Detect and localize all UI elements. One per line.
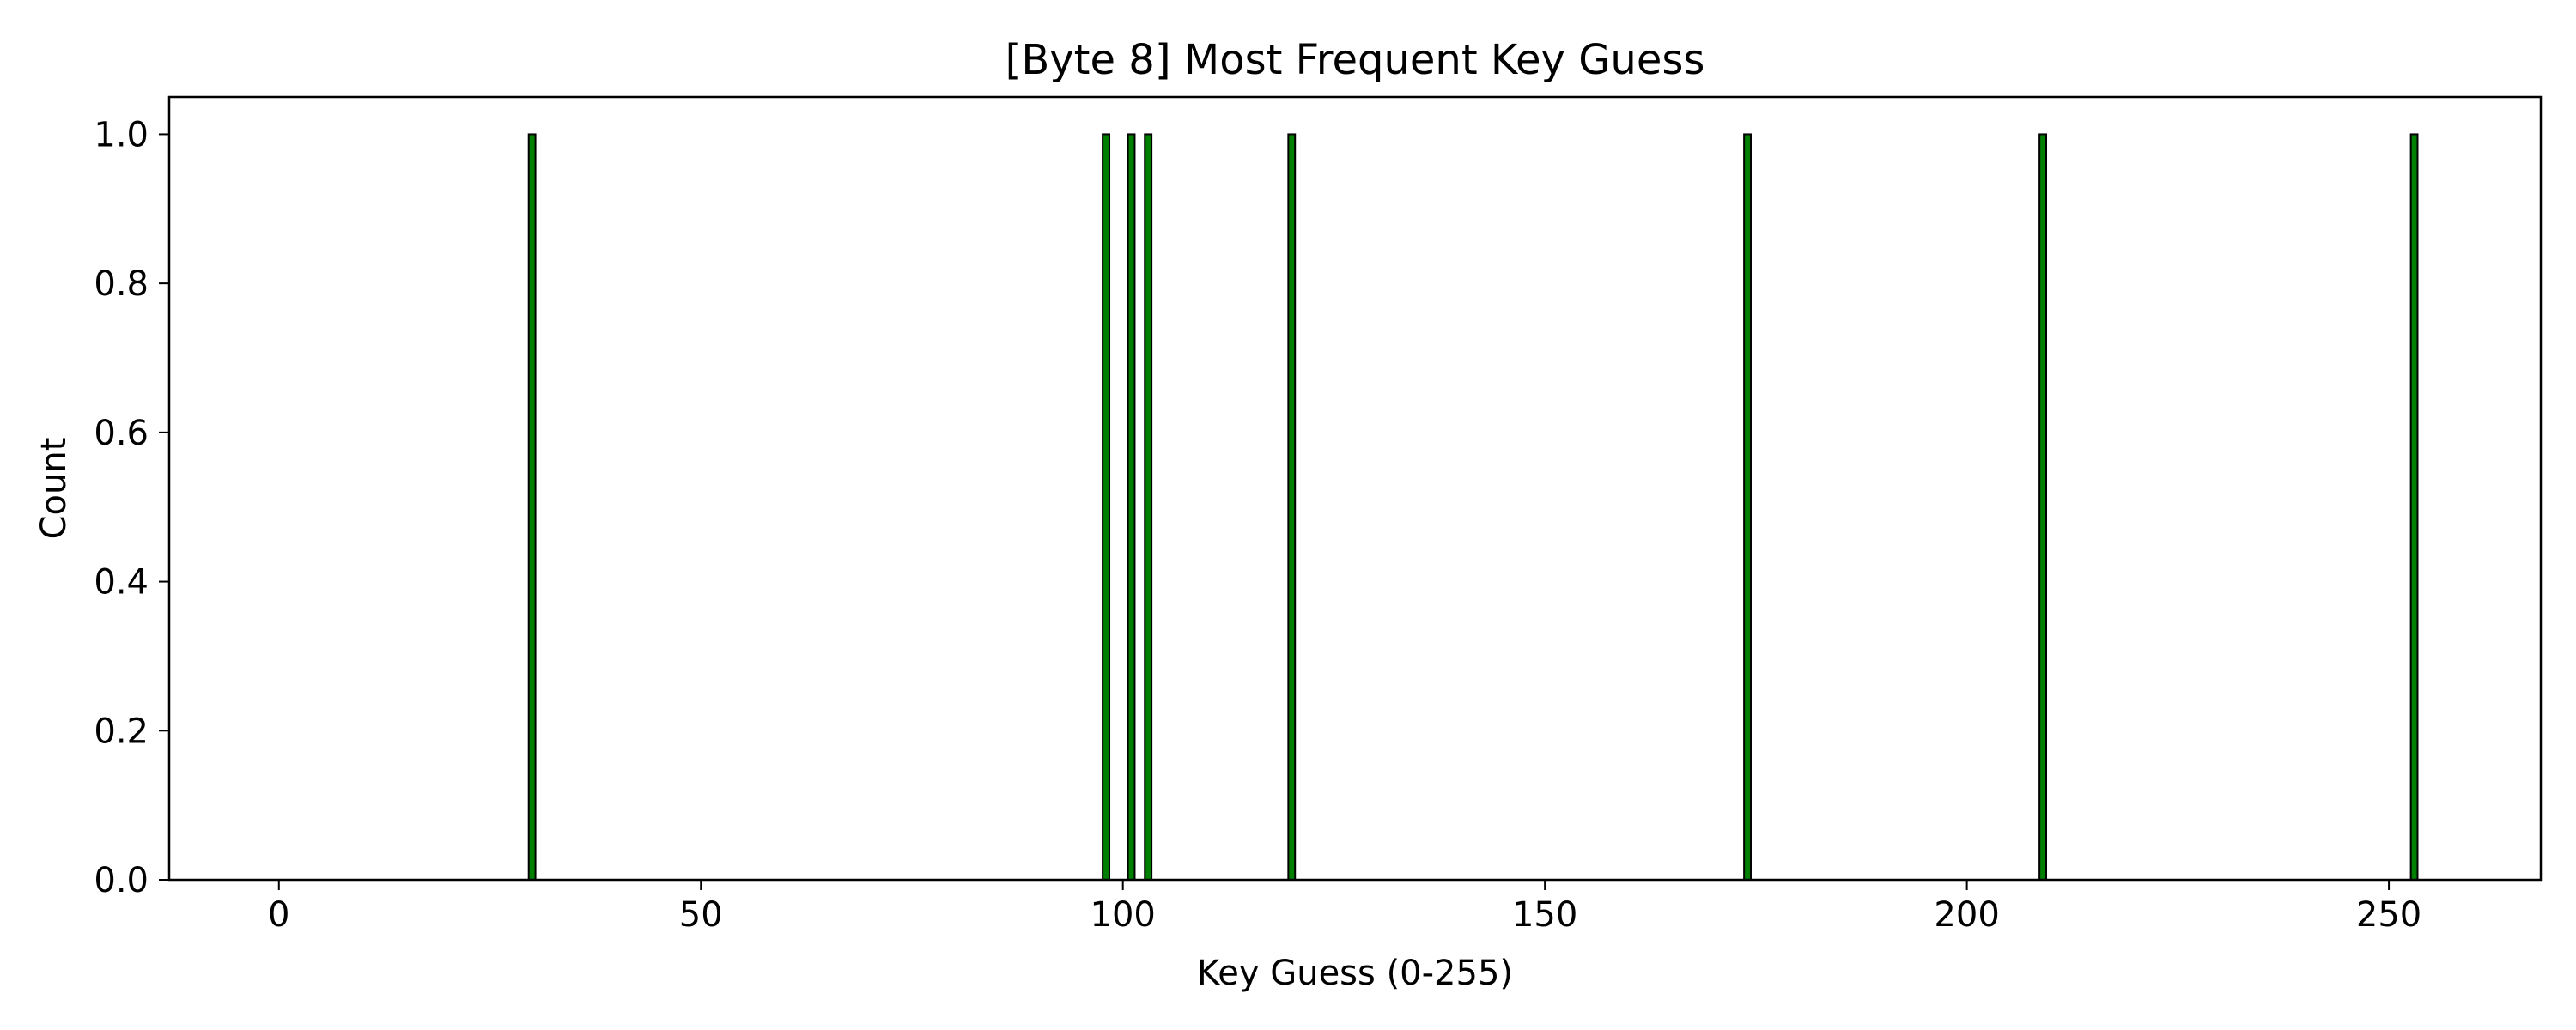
bar bbox=[1127, 133, 1136, 881]
x-tick-label: 100 bbox=[1091, 895, 1156, 935]
y-axis-label: Count bbox=[34, 438, 74, 540]
x-tick-label: 0 bbox=[268, 895, 289, 935]
plot-frame bbox=[167, 95, 2543, 882]
y-tick-label: 0.8 bbox=[94, 264, 149, 304]
bar bbox=[1287, 133, 1297, 881]
bar bbox=[2038, 133, 2048, 881]
bar bbox=[1102, 133, 1110, 881]
x-tick-label: 150 bbox=[1512, 895, 1577, 935]
y-tick-label: 0.6 bbox=[94, 414, 149, 453]
y-tick-label: 1.0 bbox=[94, 115, 149, 154]
x-axis-label: Key Guess (0-255) bbox=[1197, 954, 1513, 993]
bar bbox=[1144, 133, 1153, 881]
x-tick-label: 50 bbox=[679, 895, 723, 935]
y-tick-label: 0.4 bbox=[94, 563, 149, 603]
bars-layer bbox=[275, 133, 2435, 881]
y-tick-label: 0.2 bbox=[94, 712, 149, 751]
x-axis-ticks: 0 50 100 150 200 250 bbox=[268, 880, 2421, 935]
bar bbox=[2409, 133, 2419, 881]
y-axis-ticks: 0.0 0.2 0.4 0.6 0.8 1.0 bbox=[94, 115, 169, 900]
bar bbox=[527, 133, 537, 881]
x-tick-label: 250 bbox=[2356, 895, 2421, 935]
x-tick-label: 200 bbox=[1934, 895, 1999, 935]
y-tick-label: 0.0 bbox=[94, 861, 149, 900]
chart-title: [Byte 8] Most Frequent Key Guess bbox=[1005, 36, 1705, 84]
bar bbox=[1743, 133, 1752, 881]
